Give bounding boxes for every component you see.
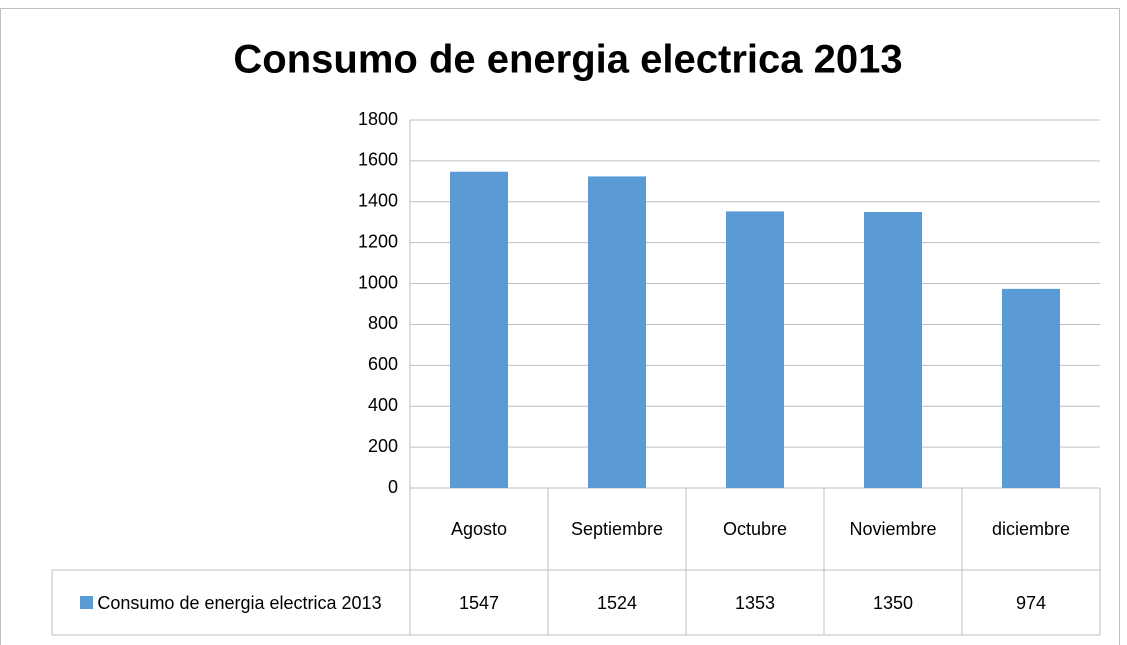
y-tick-label: 400 [368, 395, 398, 415]
data-table-value: 1524 [596, 592, 638, 613]
y-tick-label: 1400 [358, 191, 398, 211]
data-table-value: 974 [1015, 592, 1047, 613]
bar [1002, 288, 1060, 488]
x-tick-label-cell: Septiembre [548, 488, 686, 570]
x-tick-label-cell: diciembre [962, 488, 1100, 570]
data-table-value-box: 1353 [686, 570, 824, 635]
bar [726, 211, 784, 489]
legend-label-cell: Consumo de energia electrica 2013 [52, 570, 410, 635]
data-table-value-cell: 1547 [410, 570, 548, 635]
y-tick-label: 1000 [358, 272, 398, 292]
x-tick-label-box: Agosto [410, 488, 548, 570]
y-tick-label: 0 [388, 477, 398, 497]
x-tick-label-cell: Noviembre [824, 488, 962, 570]
data-table-value-cell: 1353 [686, 570, 824, 635]
x-tick-label: Agosto [450, 519, 508, 539]
chart-frame [0, 8, 1120, 645]
data-table-value-box: 1524 [548, 570, 686, 635]
y-tick-label: 200 [368, 436, 398, 456]
x-tick-label-cell: Octubre [686, 488, 824, 570]
legend-label: Consumo de energia electrica 2013 [97, 592, 382, 613]
data-table-value: 1547 [458, 592, 500, 613]
data-table-value-cell: 974 [962, 570, 1100, 635]
bar [864, 212, 922, 488]
x-tick-label: Octubre [722, 519, 788, 539]
y-tick-label: 800 [368, 313, 398, 333]
chart-title: Consumo de energia electrica 2013 [233, 38, 902, 82]
y-tick-label: 600 [368, 354, 398, 374]
x-tick-label-box: Septiembre [548, 488, 686, 570]
x-tick-label-cell: Agosto [410, 488, 548, 570]
data-table-value-box: 1547 [410, 570, 548, 635]
y-tick-label: 1200 [358, 231, 398, 251]
bar [588, 176, 646, 488]
y-tick-label: 1800 [358, 109, 398, 129]
x-tick-label: Noviembre [849, 519, 937, 539]
bar [450, 171, 508, 489]
data-table-value: 1350 [872, 592, 914, 613]
data-table-value-box: 974 [962, 570, 1100, 635]
x-tick-label-box: diciembre [962, 488, 1100, 570]
x-tick-label-box: Noviembre [824, 488, 962, 570]
y-tick-label: 1600 [358, 150, 398, 170]
legend-swatch [80, 596, 94, 609]
x-tick-label: Septiembre [570, 519, 664, 539]
data-table-value-cell: 1524 [548, 570, 686, 635]
data-table-value-box: 1350 [824, 570, 962, 635]
legend-label-box: Consumo de energia electrica 2013 [52, 570, 410, 635]
x-tick-label: diciembre [991, 519, 1071, 539]
data-table-value: 1353 [734, 592, 776, 613]
x-tick-label-box: Octubre [686, 488, 824, 570]
data-table-value-cell: 1350 [824, 570, 962, 635]
